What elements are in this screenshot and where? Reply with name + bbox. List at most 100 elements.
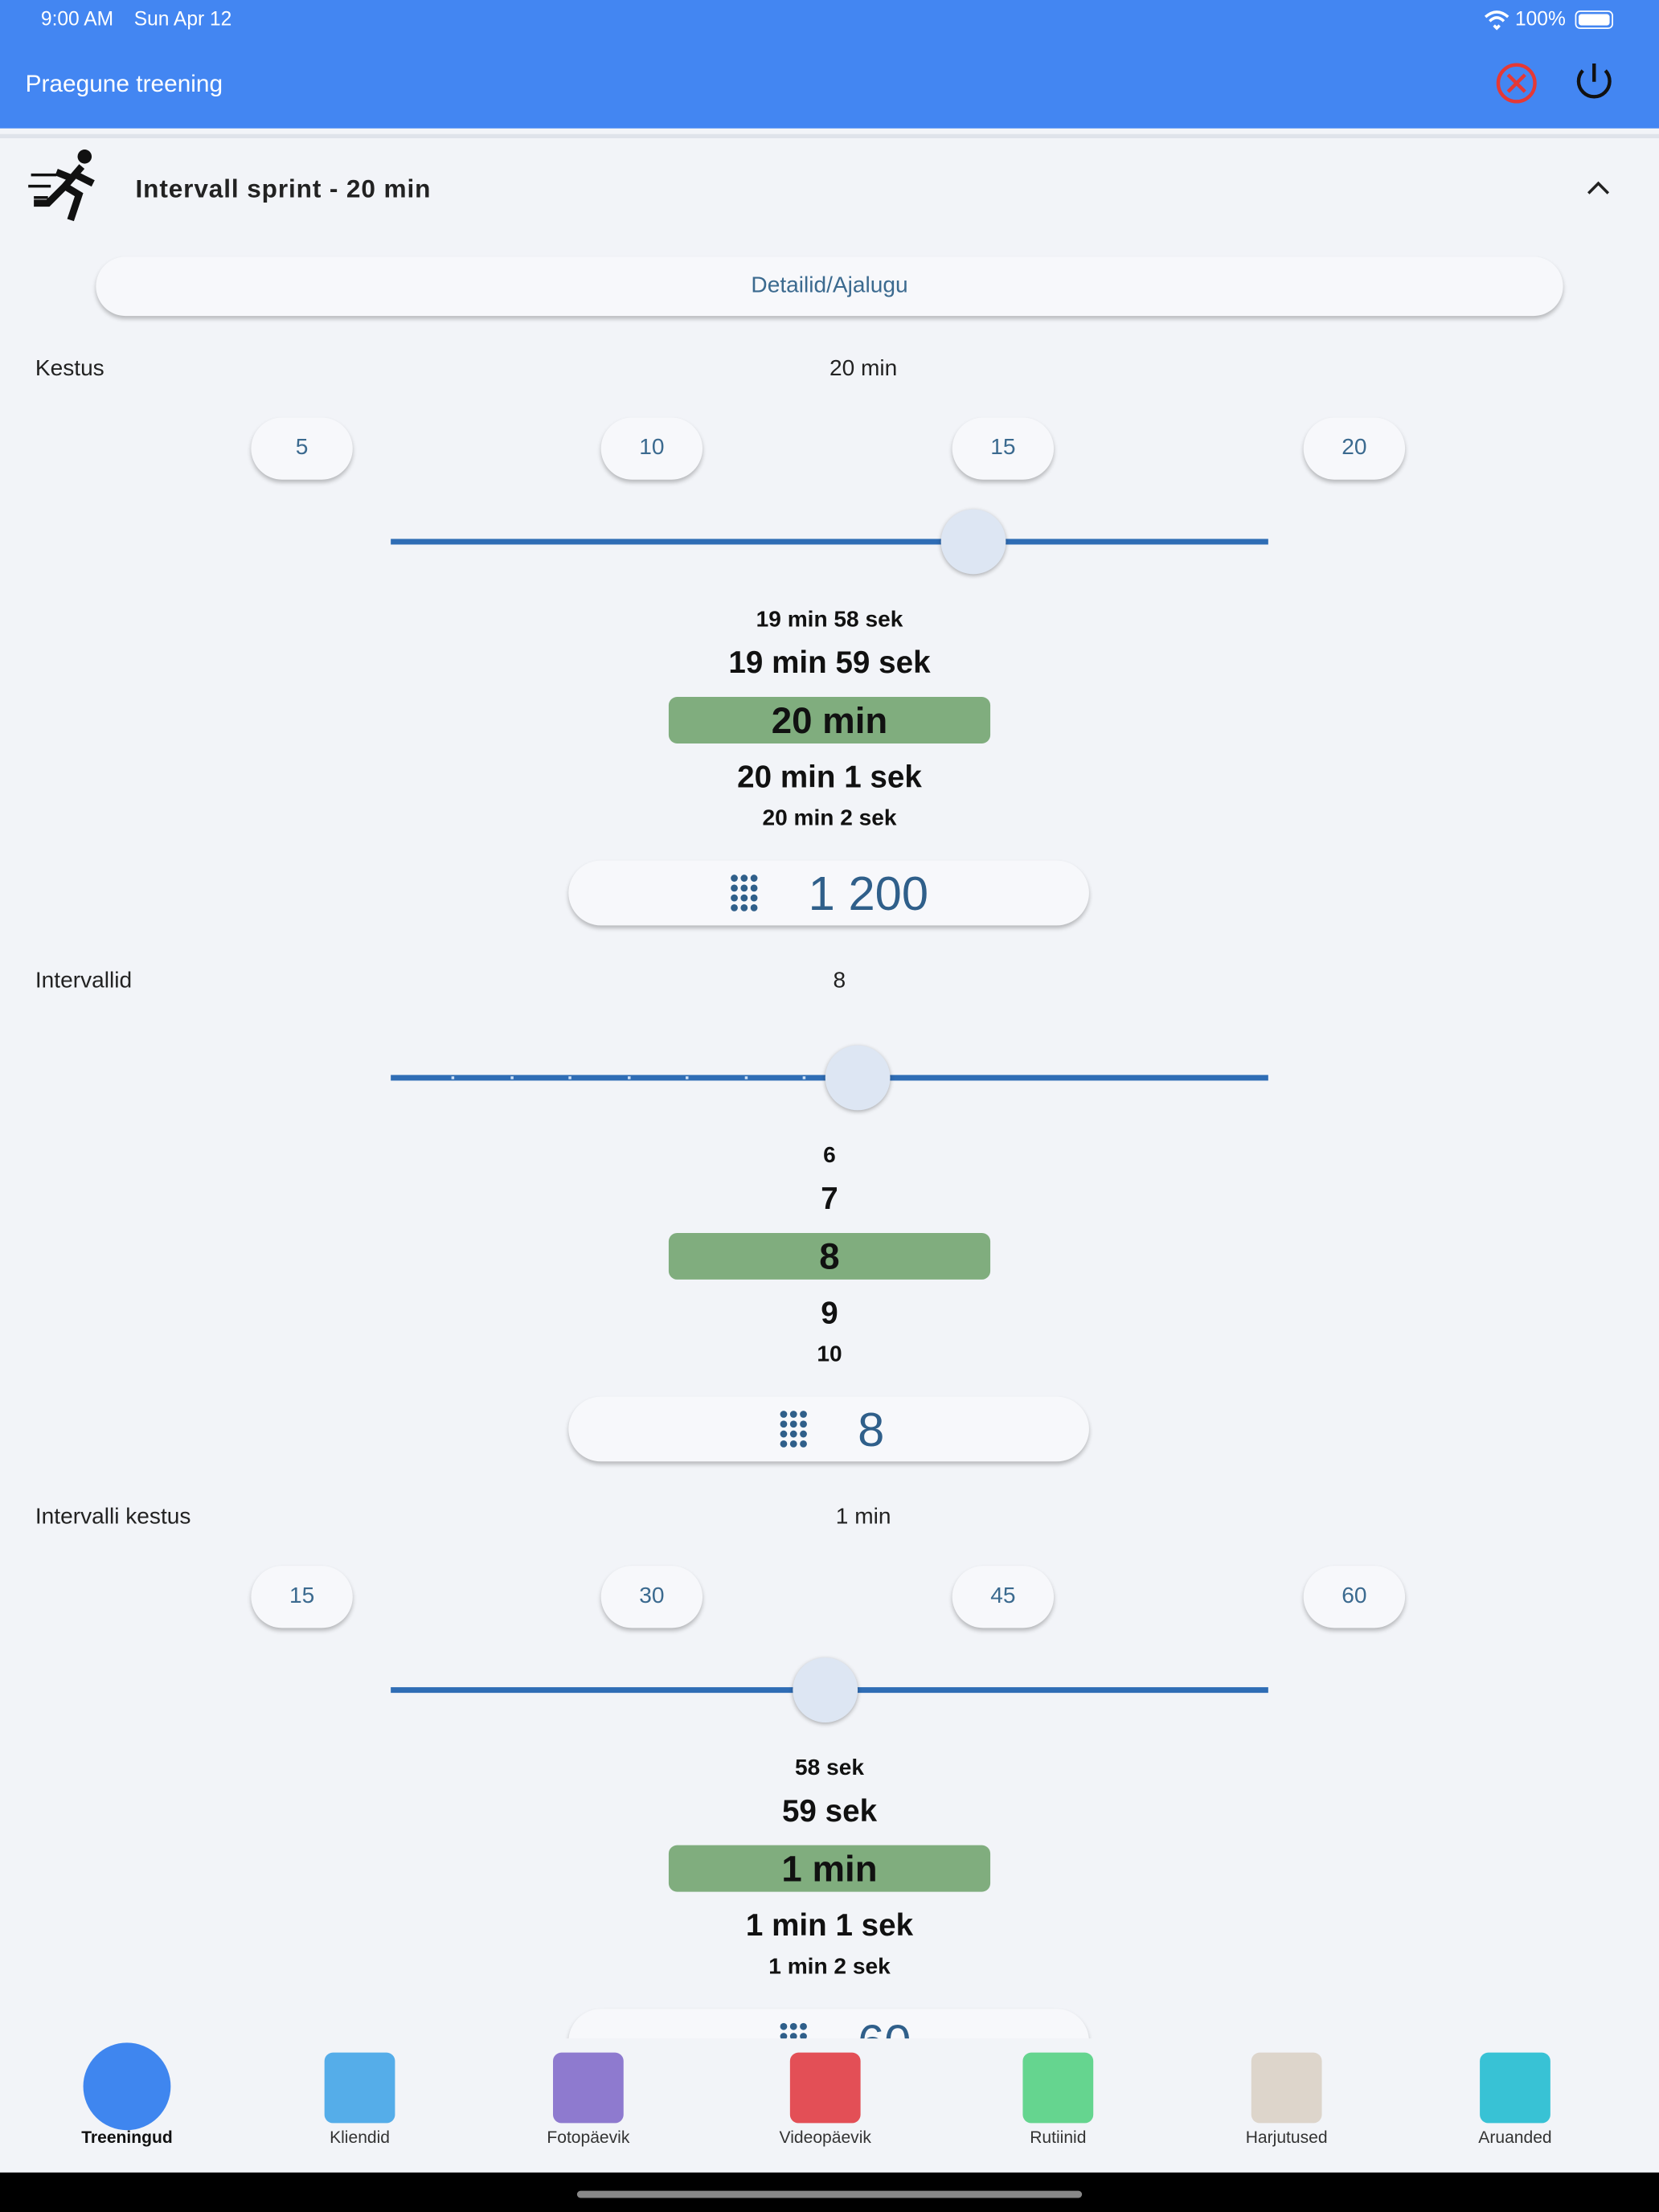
keypad-dot: [789, 1430, 797, 1438]
app-actions[interactable]: [1493, 59, 1620, 108]
tab[interactable]: Aruanded: [1452, 2038, 1579, 2173]
status-date: Sun Apr 12: [133, 6, 232, 30]
tab-icon: [789, 2052, 861, 2124]
slider-tick: [627, 1076, 630, 1079]
keypad-dot: [740, 884, 748, 892]
picker-item[interactable]: 1 min 1 sek: [745, 1907, 914, 1943]
details-button[interactable]: Detailid/Ajalugu: [96, 256, 1563, 317]
slider-tick: [802, 1076, 806, 1079]
input-value: 1 200: [808, 867, 929, 922]
tab-icon: [552, 2052, 624, 2124]
keypad-dot: [800, 1430, 807, 1438]
picker-item[interactable]: 1 min 2 sek: [768, 1955, 891, 1980]
section-value: 8: [833, 969, 846, 993]
picker-highlight: [668, 1232, 991, 1280]
tab-label: Aruanded: [1478, 2127, 1552, 2148]
picker-selected[interactable]: 1 min: [781, 1847, 878, 1890]
preset-button[interactable]: 20: [1303, 417, 1406, 480]
workout-icon: [28, 150, 95, 222]
preset-button[interactable]: 10: [600, 417, 703, 480]
keypad-dot: [800, 1411, 807, 1418]
tab-label: Treeningud: [81, 2127, 173, 2148]
keypad-dot: [789, 1411, 797, 1418]
status-time: 9:00 AM: [40, 6, 114, 30]
tab[interactable]: Fotopäevik: [525, 2038, 652, 2173]
picker-item[interactable]: 9: [821, 1295, 838, 1331]
slider-thumb[interactable]: [825, 1045, 891, 1111]
slider-thumb[interactable]: [940, 509, 1006, 575]
tab[interactable]: Rutiinid: [994, 2038, 1121, 2173]
picker-item[interactable]: 58 sek: [795, 1756, 864, 1780]
input-field[interactable]: [568, 1396, 1089, 1462]
keypad-dot: [780, 1411, 788, 1418]
picker-selected[interactable]: 20 min: [771, 698, 888, 742]
section-value: 20 min: [829, 357, 898, 381]
keypad-dot: [780, 2033, 788, 2040]
tab-icon: [1022, 2052, 1094, 2124]
section-value: 1 min: [835, 1505, 891, 1530]
keypad-dot: [780, 2022, 788, 2030]
tab-bar: Treeningud Kliendid Fotopäevik Videopäevik R…: [0, 2038, 1659, 2173]
tab-icon: [1251, 2052, 1322, 2124]
preset-button[interactable]: 15: [251, 1566, 353, 1628]
tab-label: Kliendid: [330, 2127, 391, 2148]
preset-button[interactable]: 45: [952, 1566, 1055, 1628]
status-icons: [1484, 10, 1613, 31]
keypad-dot: [800, 2033, 807, 2040]
picker-item[interactable]: 20 min 2 sek: [762, 806, 897, 831]
keypad-dot: [740, 904, 748, 911]
collapse-icon[interactable]: [1586, 178, 1612, 198]
preset-button[interactable]: 5: [251, 417, 353, 480]
preset-button[interactable]: 60: [1303, 1566, 1406, 1628]
keypad-dot: [800, 1440, 807, 1448]
tab[interactable]: Kliendid: [297, 2038, 424, 2173]
preset-button[interactable]: 15: [952, 417, 1055, 480]
section-label: Intervalli kestus: [35, 1505, 191, 1530]
keypad-dot: [731, 894, 738, 902]
picker-item[interactable]: 59 sek: [781, 1792, 878, 1829]
section-label: Intervallid: [35, 969, 133, 993]
keypad-dot: [780, 1420, 788, 1428]
picker-selected[interactable]: 8: [819, 1235, 840, 1278]
picker-item[interactable]: 7: [821, 1181, 838, 1216]
keypad-dot: [800, 1420, 807, 1428]
slider-tick: [568, 1076, 571, 1079]
keypad-dot: [731, 904, 738, 911]
tab[interactable]: Harjutused: [1223, 2038, 1350, 2173]
picker-item[interactable]: 10: [817, 1342, 842, 1367]
keypad-dot: [750, 894, 758, 902]
tab[interactable]: Treeningud: [63, 2038, 190, 2173]
preset-button[interactable]: 30: [600, 1566, 703, 1628]
slider-track: [391, 539, 1268, 545]
picker-item[interactable]: 20 min 1 sek: [737, 759, 922, 795]
slider-thumb[interactable]: [793, 1657, 858, 1722]
home-indicator: [576, 2190, 1083, 2198]
keypad-dot: [789, 2033, 797, 2040]
tab-icon: [324, 2052, 395, 2124]
tab[interactable]: Videopäevik: [762, 2038, 889, 2173]
picker-item[interactable]: 6: [823, 1144, 836, 1169]
battery-text: 100%: [1514, 6, 1566, 30]
app-bar: [0, 0, 1659, 129]
picker-highlight: [668, 697, 991, 743]
picker-item[interactable]: 19 min 59 sek: [728, 645, 931, 680]
tab-label: Videopäevik: [779, 2127, 871, 2148]
section-label: Kestus: [35, 357, 104, 381]
slider-tick: [451, 1076, 455, 1079]
keypad-dot: [750, 884, 758, 892]
input-field[interactable]: [568, 860, 1089, 926]
tab-icon: [83, 2042, 171, 2131]
picker-highlight: [668, 1845, 991, 1892]
keypad-dot: [750, 904, 758, 911]
input-value: 8: [858, 1403, 885, 1458]
keypad-dot: [789, 1420, 797, 1428]
divider: [0, 133, 1659, 138]
tab-label: Fotopäevik: [547, 2127, 630, 2148]
keypad-dot: [789, 1440, 797, 1448]
keypad-dot: [740, 894, 748, 902]
tab-label: Rutiinid: [1030, 2127, 1087, 2148]
tab-label: Harjutused: [1245, 2127, 1328, 2148]
picker-item[interactable]: 19 min 58 sek: [756, 608, 903, 633]
